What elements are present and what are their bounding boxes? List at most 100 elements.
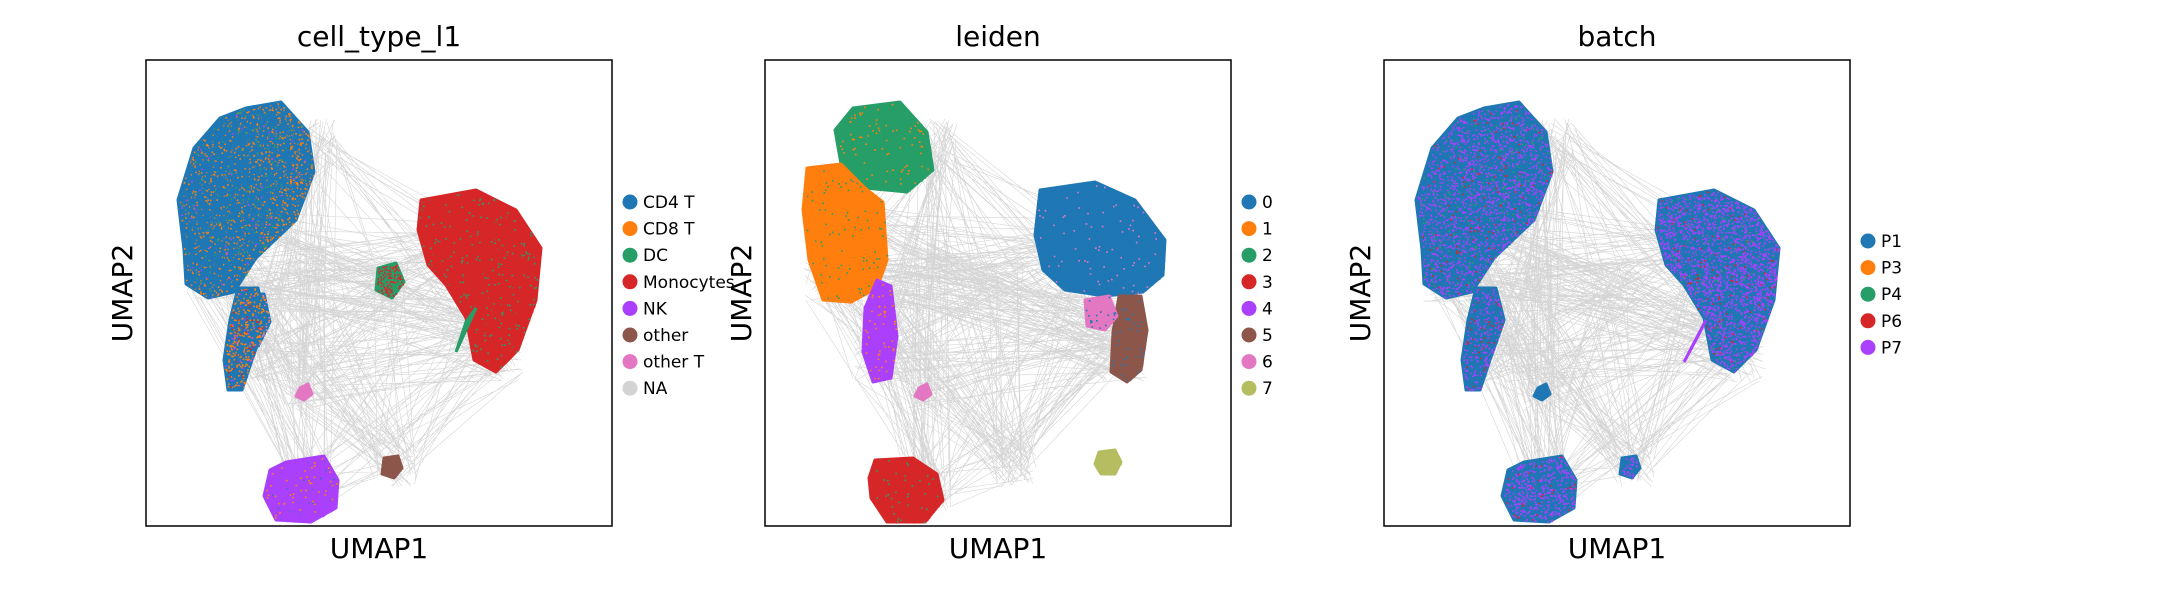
legend-marker [1860,339,1876,355]
legend: P1 P3 P4 P6 P7 [1860,232,1902,358]
legend-label: P6 [1881,312,1902,332]
panel-cell-type: cell_type_l1 UMAP1 UMAP2 CD4 T CD8 T DC Mon… [106,20,735,565]
plot-frame [764,59,1232,527]
legend-label: other [643,326,688,346]
plot-area [801,100,1167,524]
cell-point-group [916,385,932,401]
legend-label: 6 [1262,353,1273,373]
legend-marker [1860,313,1876,329]
panel-title: cell_type_l1 [297,20,461,53]
legend-marker [1241,380,1257,396]
legend-label: 7 [1262,379,1273,399]
cell-point-group [418,190,542,373]
legend-marker [1241,274,1257,290]
legend-marker [1241,300,1257,316]
cell-point-group [1111,300,1145,381]
cell-points [801,100,1167,524]
cell-point-group [1462,288,1505,392]
legend-marker [622,274,638,290]
legend-marker [622,221,638,237]
cell-point-group [264,456,340,524]
x-axis-label: UMAP1 [949,532,1048,565]
cell-point-group [179,103,315,298]
thin-cluster [454,307,478,353]
thin-cluster [1682,319,1708,363]
cell-point-group [863,280,899,383]
legend-label: P4 [1881,285,1902,305]
legend-marker [1241,194,1257,210]
cell-point-group [179,103,315,297]
legend-label: NA [643,379,668,399]
legend-label: 2 [1262,246,1273,266]
cell-point-group [876,460,939,524]
cell-point-group [266,458,338,519]
legend-marker [1860,233,1876,249]
x-axis-label: UMAP1 [1568,532,1667,565]
cell-point-group [1035,182,1166,297]
legend-label: 0 [1262,193,1273,213]
y-axis-label: UMAP2 [106,244,139,343]
legend-marker [1241,354,1257,370]
legend-marker [622,380,638,396]
cell-points [176,100,543,524]
legend-label: NK [643,299,668,319]
cell-point-group [225,289,261,387]
cell-point-group [1622,457,1639,480]
y-axis-label: UMAP2 [725,244,758,343]
legend-marker [622,247,638,263]
panel-title: leiden [955,20,1041,53]
legend-marker [1241,221,1257,237]
legend-marker [1241,327,1257,343]
legend-marker [622,194,638,210]
cell-point-group [297,385,313,401]
cell-point-group [803,165,888,304]
cell-point-group [1416,102,1552,300]
cell-point-group [376,264,404,299]
legend-marker [1860,286,1876,302]
legend: CD4 T CD8 T DC Monocytes NK other other T NA [622,193,735,399]
plot-area [176,100,543,524]
cell-points [1414,100,1781,524]
legend-label: CD4 T [643,193,695,213]
cell-point-group [806,170,889,300]
cell-point-group [1417,104,1553,299]
panel-batch: batch UMAP1 UMAP2 P1 P3 P4 P6 P7 [1344,20,1902,565]
legend: 0 1 2 3 4 5 6 7 [1241,193,1273,399]
plot-frame [145,59,613,527]
legend-label: 4 [1262,299,1273,319]
cell-point-group [1111,296,1149,383]
panel-title: batch [1577,20,1656,53]
legend-marker [1241,247,1257,263]
cell-point-group [869,458,944,524]
legend-label: P1 [1881,232,1902,252]
legend-label: P3 [1881,259,1902,279]
cell-point-group [1085,296,1117,329]
x-axis-label: UMAP1 [330,532,429,565]
cell-point-group [1621,456,1641,479]
legend-label: 3 [1262,273,1273,293]
legend-label: 5 [1262,326,1273,346]
y-axis-label: UMAP2 [1344,244,1377,343]
cell-point-group [1656,191,1780,373]
plot-frame [1383,59,1851,527]
legend-marker [622,327,638,343]
legend-label: other T [643,353,705,373]
legend-label: 1 [1262,220,1273,240]
cell-point-group [224,288,266,392]
cell-point-group [1466,289,1503,390]
legend-label: CD8 T [643,220,695,240]
cell-point-group [1085,296,1119,330]
legend-label: DC [643,246,668,266]
legend-marker [622,300,638,316]
cell-point-group [382,457,404,479]
cell-point-group [1534,385,1550,400]
cell-point-group [225,288,266,389]
legend-label: Monocytes [643,273,735,293]
cell-point-group [1096,451,1122,476]
legend-marker [622,354,638,370]
plot-area [1414,100,1781,524]
legend-marker [1860,260,1876,276]
panel-leiden: leiden UMAP1 UMAP2 0 1 2 3 4 5 6 7 [725,20,1273,565]
cell-point-group [1502,456,1577,523]
